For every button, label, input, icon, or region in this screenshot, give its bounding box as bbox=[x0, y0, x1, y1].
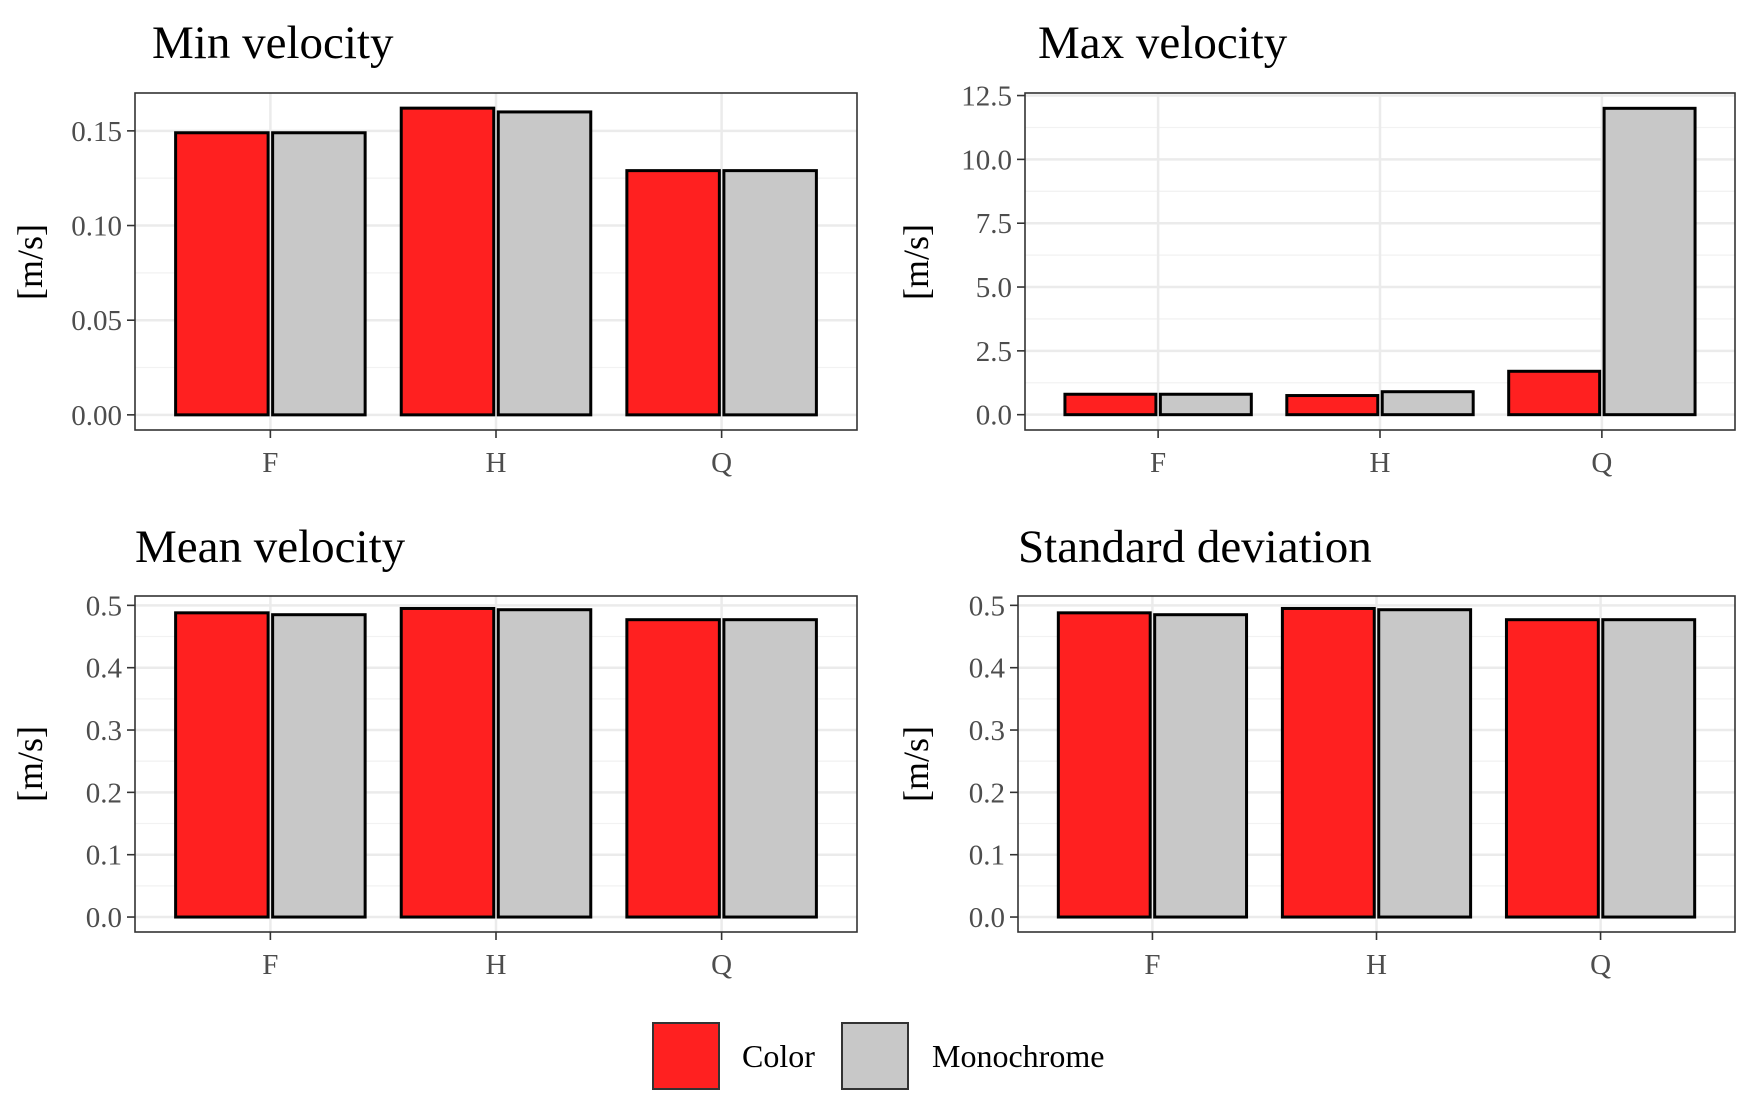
y-tick-label: 0.0 bbox=[969, 902, 1005, 934]
y-tick-label: 0.5 bbox=[969, 590, 1005, 622]
y-tick-label: 0.2 bbox=[969, 777, 1005, 809]
y-tick-label: 0.0 bbox=[86, 902, 122, 934]
legend-label-monochrome: Monochrome bbox=[932, 1038, 1104, 1074]
y-tick-label: 12.5 bbox=[961, 81, 1012, 113]
bar-color-q bbox=[1504, 618, 1600, 919]
chart-title: Max velocity bbox=[1038, 17, 1288, 69]
chart-title: Min velocity bbox=[152, 17, 394, 69]
bar-monochrome-q bbox=[722, 618, 818, 919]
y-tick-label: 0.10 bbox=[71, 211, 122, 243]
bar-color-h bbox=[399, 606, 496, 919]
bar-monochrome-h bbox=[496, 608, 593, 919]
x-tick-label: Q bbox=[711, 949, 732, 981]
y-tick-label: 5.0 bbox=[976, 272, 1012, 304]
x-tick-label: H bbox=[1370, 447, 1391, 479]
y-tick-label: 0.5 bbox=[86, 590, 122, 622]
bar-color-q bbox=[1507, 369, 1602, 417]
x-tick-label: F bbox=[1150, 447, 1166, 479]
bar-monochrome-h bbox=[496, 110, 593, 417]
x-tick-label: F bbox=[262, 949, 278, 981]
y-tick-label: 0.2 bbox=[86, 777, 122, 809]
bar-monochrome-q bbox=[1602, 106, 1697, 417]
bar-monochrome-f bbox=[1153, 613, 1249, 919]
bar-monochrome-q bbox=[722, 169, 818, 417]
y-tick-label: 0.3 bbox=[86, 715, 122, 747]
x-tick-label: F bbox=[262, 447, 278, 479]
y-tick-label: 0.1 bbox=[86, 840, 122, 872]
y-axis-label: [m/s] bbox=[10, 726, 50, 802]
legend-key-monochrome bbox=[841, 1022, 909, 1090]
bar-color-h bbox=[399, 106, 496, 417]
y-tick-label: 2.5 bbox=[976, 336, 1012, 368]
bar-color-f bbox=[1056, 611, 1152, 919]
bar-monochrome-h bbox=[1380, 390, 1475, 417]
x-tick-label: H bbox=[1366, 949, 1387, 981]
y-axis-label: [m/s] bbox=[10, 224, 50, 300]
bar-color-f bbox=[1063, 392, 1158, 417]
panel-2: 0.0 2.5 5.0 7.5 10.0 12.5 F H Q Max velocity [m/s] bbox=[896, 17, 1736, 479]
legend-label-color: Color bbox=[742, 1038, 815, 1074]
y-tick-label: 0.0 bbox=[976, 400, 1012, 432]
x-tick-label: F bbox=[1144, 949, 1160, 981]
bar-monochrome-q bbox=[1601, 618, 1697, 919]
bar-monochrome-h bbox=[1377, 608, 1473, 919]
y-tick-label: 7.5 bbox=[976, 208, 1012, 240]
bar-color-h bbox=[1280, 606, 1376, 919]
bar-color-f bbox=[174, 611, 270, 919]
y-tick-label: 0.4 bbox=[969, 653, 1006, 685]
x-tick-label: Q bbox=[1590, 949, 1611, 981]
y-tick-label: 0.1 bbox=[969, 840, 1005, 872]
y-tick-label: 0.3 bbox=[969, 715, 1005, 747]
panel-1: 0.00 0.05 0.10 0.15 F H Q Min velocity [m/s] bbox=[10, 17, 858, 479]
chart-title: Standard deviation bbox=[1018, 521, 1372, 573]
bar-color-q bbox=[625, 169, 721, 417]
y-tick-label: 10.0 bbox=[961, 144, 1012, 176]
x-tick-label: Q bbox=[711, 447, 732, 479]
panel-3: 0.0 0.1 0.2 0.3 0.4 0.5 F H Q Mean velocity [m/s] bbox=[10, 521, 858, 981]
panel-4: 0.0 0.1 0.2 0.3 0.4 0.5 F H Q Standard deviation [… bbox=[896, 521, 1736, 981]
x-tick-label: H bbox=[486, 447, 507, 479]
bar-color-q bbox=[625, 618, 721, 919]
bar-color-h bbox=[1285, 394, 1380, 417]
bar-color-f bbox=[174, 131, 270, 417]
chart-title: Mean velocity bbox=[135, 521, 406, 573]
bar-monochrome-f bbox=[271, 613, 367, 919]
x-tick-label: H bbox=[486, 949, 507, 981]
y-tick-label: 0.15 bbox=[71, 116, 122, 148]
bar-monochrome-f bbox=[1158, 392, 1253, 417]
x-tick-label: Q bbox=[1591, 447, 1612, 479]
y-axis-label: [m/s] bbox=[896, 726, 936, 802]
y-tick-label: 0.05 bbox=[71, 305, 122, 337]
legend: Color Monochrome bbox=[652, 1022, 1104, 1090]
y-tick-label: 0.4 bbox=[86, 653, 123, 685]
y-tick-label: 0.00 bbox=[71, 400, 122, 432]
bar-monochrome-f bbox=[271, 131, 367, 417]
legend-key-color bbox=[652, 1022, 720, 1090]
y-axis-label: [m/s] bbox=[896, 224, 936, 300]
